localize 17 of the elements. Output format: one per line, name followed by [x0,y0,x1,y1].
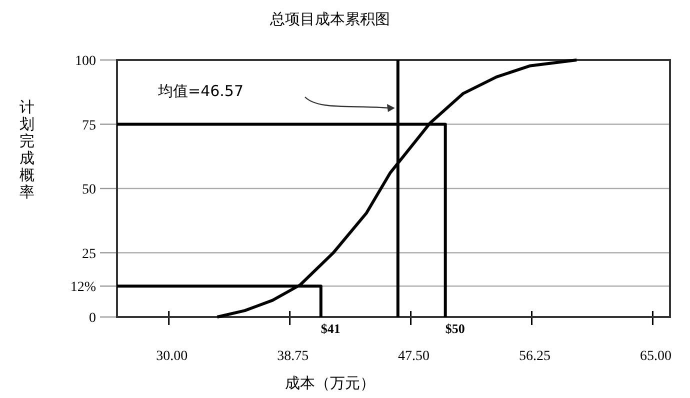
x-axis-title: 成本（万元） [285,374,375,392]
y-tick-label: 12% [70,280,96,296]
x-tick-label: 30.00 [156,349,188,364]
y-tick-label: 0 [89,311,96,326]
x-tick-label: 56.25 [519,349,550,364]
annotation: 均值=46.57 [157,82,244,100]
y-tick-label: 100 [75,54,96,69]
annotation: $41 [320,321,340,336]
y-tick-label: 50 [82,182,96,198]
x-tick-label: 38.75 [277,349,309,364]
y-tick-label: 75 [82,118,96,134]
chart-title: 总项目成本累积图 [269,10,390,28]
y-tick-label: 25 [82,246,96,262]
x-tick-label: 47.50 [398,349,430,364]
x-tick-label: 65.00 [640,349,672,364]
y-axis-title: 计划完成概率 [20,98,34,201]
annotation: $50 [445,321,465,336]
